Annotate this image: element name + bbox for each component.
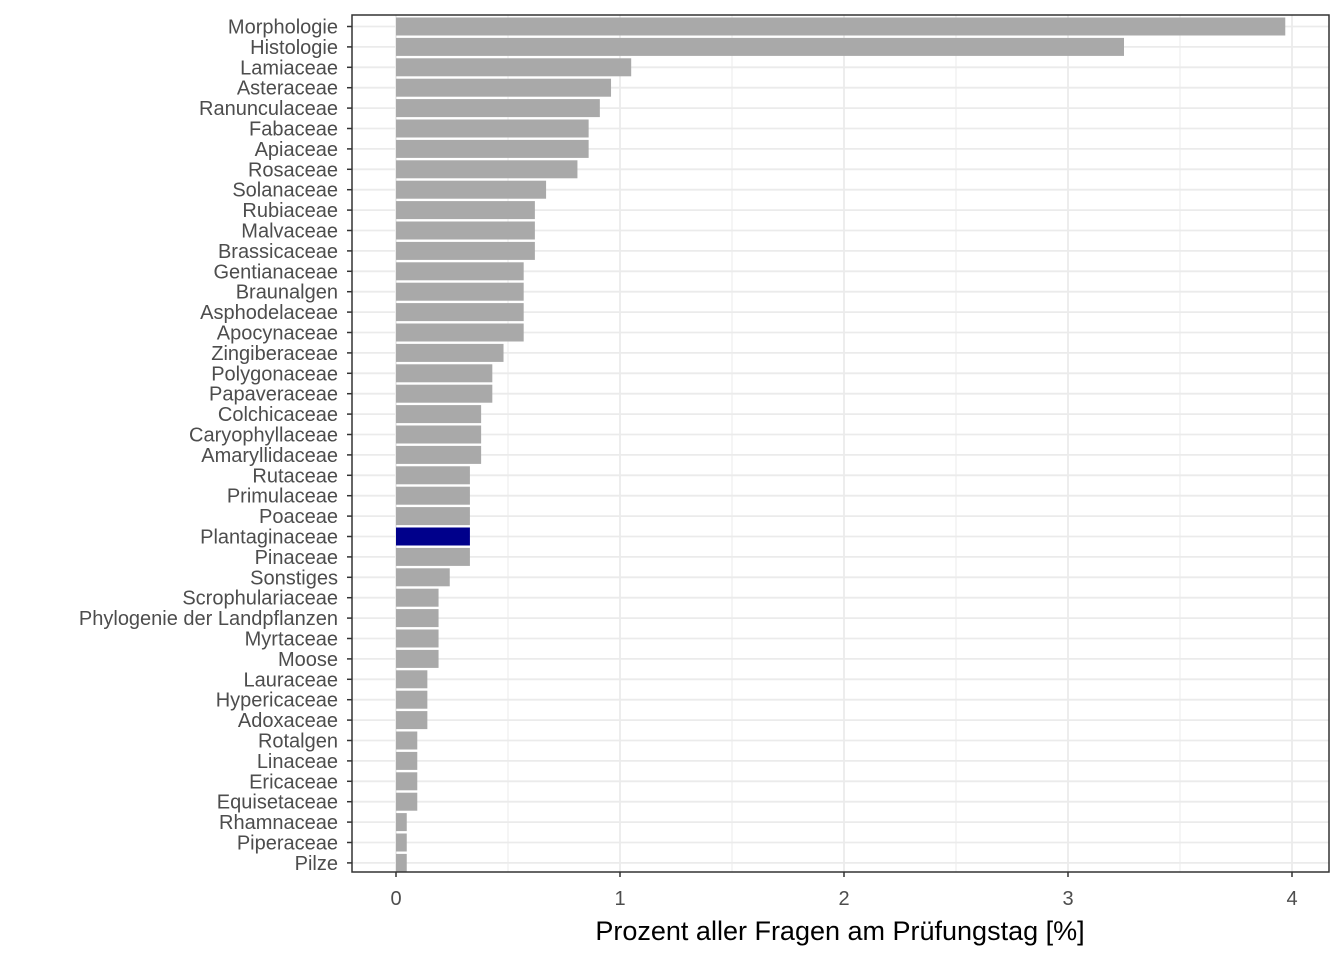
y-tick-label: Myrtaceae [245,629,338,651]
y-tick-label: Ericaceae [249,771,338,793]
bar-braunalgen [396,282,524,301]
bar-malvaceae [396,221,535,240]
bar-myrtaceae [396,629,439,648]
bar-zingiberaceae [396,343,504,362]
bar-plantaginaceae [396,527,470,546]
bar-brassicaceae [396,241,535,260]
x-tick-label: 3 [1062,888,1073,910]
x-axis-ticks: 0 1 2 3 4 [390,872,1298,910]
bar-morphologie [396,17,1286,36]
x-axis-title: Prozent aller Fragen am Prüfungstag [%] [595,916,1084,946]
y-tick-label: Adoxaceae [238,710,338,732]
bar-asteraceae [396,78,612,97]
y-tick-label: Gentianaceae [213,261,338,283]
panel-frame [351,14,1330,873]
bar-primulaceae [396,486,470,505]
bar-histologie [396,37,1124,56]
y-tick-label: Sonstiges [250,567,338,589]
y-tick-label: Lamiaceae [240,57,338,79]
y-tick-label: Scrophulariaceae [182,588,338,610]
bar-solanaceae [396,180,547,199]
bar-sonstiges [396,568,450,587]
bars [396,17,1286,872]
y-tick-label: Brassicaceae [218,241,338,263]
y-tick-label: Caryophyllaceae [189,425,338,447]
bar-rutaceae [396,466,470,485]
bar-fabaceae [396,119,589,138]
x-tick-label: 1 [614,888,625,910]
y-tick-label: Pilze [295,853,338,875]
y-tick-label: Piperaceae [237,833,338,855]
y-tick-label: Rhamnaceae [219,812,338,834]
bar-gentianaceae [396,262,524,281]
bar-pilze [396,853,407,872]
y-tick-label: Equisetaceae [217,792,338,814]
bar-equisetaceae [396,792,418,811]
y-tick-label: Braunalgen [236,282,338,304]
bar-linaceae [396,751,418,770]
y-tick-label: Linaceae [257,751,338,773]
bar-papaveraceae [396,384,493,403]
y-tick-label: Asphodelaceae [200,302,338,324]
y-tick-label: Malvaceae [241,221,338,243]
y-tick-label: Histologie [250,37,338,59]
bar-ericaceae [396,772,418,791]
y-tick-label: Colchicaceae [218,404,338,426]
bar-caryophyllaceae [396,425,482,444]
y-tick-label: Amaryllidaceae [201,445,338,467]
y-tick-label: Poaceae [259,506,338,528]
bar-scrophulariaceae [396,588,439,607]
y-tick-label: Phylogenie der Landpflanzen [79,608,338,630]
bar-apiaceae [396,139,589,158]
bar-adoxaceae [396,711,428,730]
y-tick-label: Morphologie [228,17,338,39]
y-tick-label: Moose [278,649,338,671]
bar-pinaceae [396,547,470,566]
y-tick-label: Hypericaceae [216,690,338,712]
y-tick-label: Zingiberaceae [211,343,338,365]
y-tick-label: Primulaceae [227,486,338,508]
bar-ranunculaceae [396,99,600,118]
bar-colchicaceae [396,405,482,424]
y-tick-label: Pinaceae [255,547,338,569]
y-tick-label: Apocynaceae [217,323,338,345]
bar-amaryllidaceae [396,445,482,464]
y-tick-label: Apiaceae [255,139,338,161]
y-tick-label: Papaveraceae [209,384,338,406]
x-tick-label: 0 [390,888,401,910]
x-tick-label: 4 [1286,888,1297,910]
y-tick-label: Rosaceae [248,159,338,181]
bar-rhamnaceae [396,813,407,832]
bar-rosaceae [396,160,578,179]
bar-phylogenie-der-landpflanzen [396,609,439,628]
y-tick-label: Asteraceae [237,78,338,100]
bar-apocynaceae [396,323,524,342]
bar-rotalgen [396,731,418,750]
bar-rubiaceae [396,201,535,220]
y-axis-ticks: MorphologieHistologieLamiaceaeAsteraceae… [79,17,352,875]
bar-asphodelaceae [396,303,524,322]
y-tick-label: Ranunculaceae [199,98,338,120]
bar-lamiaceae [396,58,632,77]
y-tick-label: Polygonaceae [211,363,338,385]
y-tick-label: Fabaceae [249,119,338,141]
y-tick-label: Plantaginaceae [200,527,338,549]
y-tick-label: Solanaceae [232,180,338,202]
bar-lauraceae [396,670,428,689]
bar-hypericaceae [396,690,428,709]
bar-moose [396,649,439,668]
y-tick-label: Rotalgen [258,731,338,753]
bar-piperaceae [396,833,407,852]
y-tick-label: Rutaceae [252,465,338,487]
y-tick-label: Lauraceae [243,669,338,691]
bar-poaceae [396,507,470,526]
x-tick-label: 2 [838,888,849,910]
bar-polygonaceae [396,364,493,383]
y-tick-label: Rubiaceae [242,200,338,222]
panel-border [351,14,1330,873]
